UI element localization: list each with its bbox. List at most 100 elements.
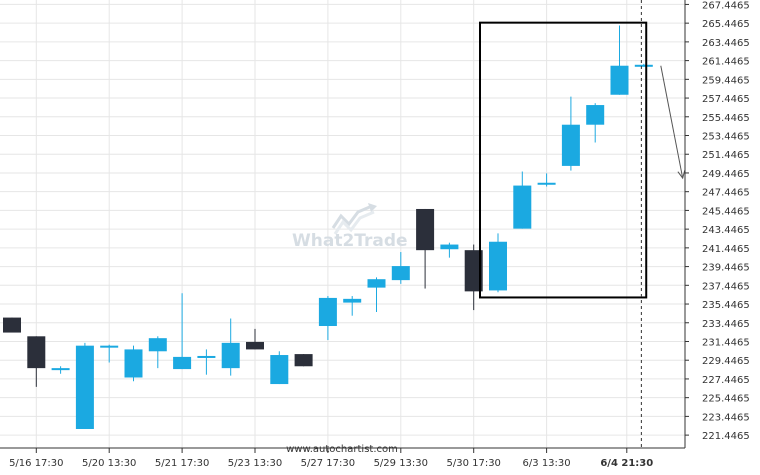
candle-body bbox=[173, 356, 192, 370]
y-tick-label: 247.4465 bbox=[702, 188, 750, 199]
candle bbox=[440, 242, 459, 258]
forecast-arrow-line bbox=[660, 65, 684, 179]
candle-body bbox=[561, 124, 580, 166]
x-tick-label: 5/20 13:30 bbox=[82, 458, 136, 469]
x-axis: 5/16 17:30 5/20 13:30 5/21 17:30 5/23 13:30… bbox=[0, 447, 685, 469]
y-tick-label: 233.4465 bbox=[702, 319, 750, 330]
candle bbox=[75, 342, 94, 429]
candle bbox=[246, 328, 264, 350]
candle bbox=[27, 336, 46, 387]
candle bbox=[100, 344, 119, 363]
candle bbox=[318, 296, 337, 341]
y-tick-label: 241.4465 bbox=[702, 244, 750, 255]
x-tick-label: 5/29 13:30 bbox=[374, 458, 428, 469]
candles bbox=[3, 25, 653, 429]
x-tick-label: 5/21 17:30 bbox=[155, 458, 209, 469]
y-tick-label: 225.4465 bbox=[702, 394, 750, 405]
chart-arrow-logo-icon bbox=[331, 203, 377, 235]
y-tick-label: 229.4465 bbox=[702, 356, 750, 367]
y-tick-label: 227.4465 bbox=[702, 375, 750, 386]
candle bbox=[391, 252, 410, 284]
candle-body bbox=[610, 65, 629, 95]
candle bbox=[610, 25, 629, 95]
y-tick-label: 237.4465 bbox=[702, 281, 750, 292]
y-tick-label: 263.4465 bbox=[702, 38, 750, 49]
candle-body bbox=[513, 185, 532, 229]
candle-body bbox=[148, 338, 167, 352]
candle-body bbox=[246, 341, 264, 350]
candle-body bbox=[197, 355, 216, 358]
candle bbox=[367, 277, 386, 312]
candle bbox=[464, 244, 483, 311]
candle bbox=[221, 318, 240, 376]
candle bbox=[294, 354, 313, 367]
watermark-text: What2Trade bbox=[292, 231, 408, 251]
y-tick-label: 255.4465 bbox=[702, 113, 750, 124]
y-tick-label: 267.4465 bbox=[702, 0, 750, 11]
y-tick-label: 261.4465 bbox=[702, 57, 750, 68]
pattern-box bbox=[479, 21, 648, 299]
y-tick-label: 259.4465 bbox=[702, 75, 750, 86]
y-tick-label: 249.4465 bbox=[702, 169, 750, 180]
candle-body bbox=[318, 297, 337, 327]
candle-body bbox=[343, 298, 362, 303]
x-tick-label: 5/16 17:30 bbox=[9, 458, 63, 469]
footer-source: www.autochartist.com bbox=[286, 444, 398, 455]
candle bbox=[537, 173, 556, 187]
candle bbox=[197, 349, 216, 375]
candle-body bbox=[75, 345, 94, 429]
y-tick-label: 231.4465 bbox=[702, 337, 750, 348]
candle-body bbox=[100, 345, 119, 348]
candle bbox=[148, 336, 167, 369]
candle-body bbox=[537, 182, 556, 185]
candle bbox=[416, 208, 435, 289]
y-tick-label: 223.4465 bbox=[702, 412, 750, 423]
candle bbox=[173, 293, 192, 370]
candle-body bbox=[464, 250, 483, 292]
x-tick-label: 6/3 13:30 bbox=[523, 458, 571, 469]
y-axis: 221.4465 223.4465 225.4465 227.4465 229.4465… bbox=[684, 0, 750, 448]
candle-body bbox=[489, 241, 507, 291]
y-tick-label: 245.4465 bbox=[702, 206, 750, 217]
candle-body bbox=[367, 279, 386, 288]
candle-body bbox=[294, 354, 313, 367]
watermark: What2Trade bbox=[292, 203, 408, 251]
candle-body bbox=[27, 336, 46, 369]
candle-body bbox=[51, 368, 70, 371]
y-tick-label: 243.4465 bbox=[702, 225, 750, 236]
candle-body bbox=[416, 208, 435, 251]
x-tick-label: 5/27 17:30 bbox=[301, 458, 355, 469]
candle bbox=[561, 96, 580, 171]
x-tick-label: 5/23 13:30 bbox=[228, 458, 282, 469]
candle bbox=[634, 63, 653, 67]
candle-body bbox=[270, 355, 289, 385]
candle bbox=[586, 103, 605, 143]
candle bbox=[513, 171, 532, 229]
candle-body bbox=[3, 317, 21, 333]
y-tick-label: 239.4465 bbox=[702, 263, 750, 274]
candle bbox=[343, 296, 362, 316]
candle-body bbox=[634, 64, 653, 67]
candle-body bbox=[586, 105, 605, 125]
x-tick-label: 6/4 21:30 bbox=[600, 458, 653, 469]
y-tick-label: 235.4465 bbox=[702, 300, 750, 311]
y-tick-label: 251.4465 bbox=[702, 150, 750, 161]
candle bbox=[124, 345, 143, 382]
overlays bbox=[479, 0, 686, 448]
y-tick-label: 265.4465 bbox=[702, 19, 750, 30]
x-tick-label: 5/30 17:30 bbox=[446, 458, 500, 469]
candle bbox=[51, 366, 70, 374]
candle bbox=[270, 351, 289, 385]
candle-body bbox=[124, 349, 143, 378]
candle bbox=[489, 233, 507, 293]
y-tick-label: 221.4465 bbox=[702, 431, 750, 442]
candle-body bbox=[221, 342, 240, 369]
y-tick-label: 253.4465 bbox=[702, 132, 750, 143]
candle-body bbox=[391, 266, 410, 281]
candle bbox=[3, 317, 21, 333]
y-tick-label: 257.4465 bbox=[702, 94, 750, 105]
candle-body bbox=[440, 244, 459, 250]
forecast-arrow-head bbox=[677, 170, 686, 180]
